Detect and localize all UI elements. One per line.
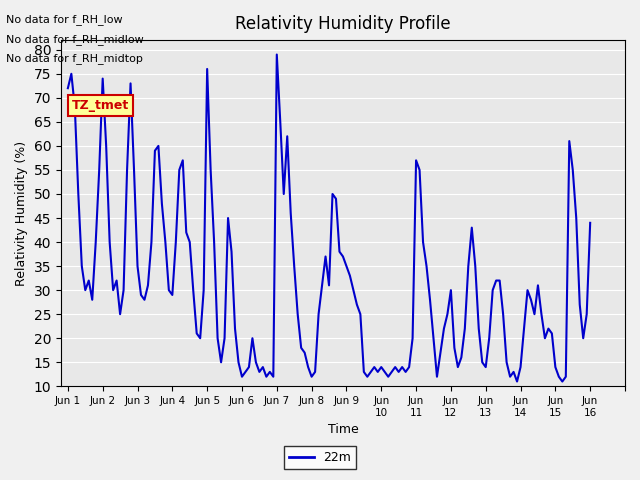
Legend: 22m: 22m	[284, 446, 356, 469]
X-axis label: Time: Time	[328, 423, 358, 436]
Text: No data for f_RH_midtop: No data for f_RH_midtop	[6, 53, 143, 64]
Title: Relativity Humidity Profile: Relativity Humidity Profile	[235, 15, 451, 33]
Text: No data for f_RH_low: No data for f_RH_low	[6, 14, 123, 25]
Text: TZ_tmet: TZ_tmet	[72, 99, 129, 112]
Y-axis label: Relativity Humidity (%): Relativity Humidity (%)	[15, 141, 28, 286]
Text: No data for f_RH_midlow: No data for f_RH_midlow	[6, 34, 144, 45]
